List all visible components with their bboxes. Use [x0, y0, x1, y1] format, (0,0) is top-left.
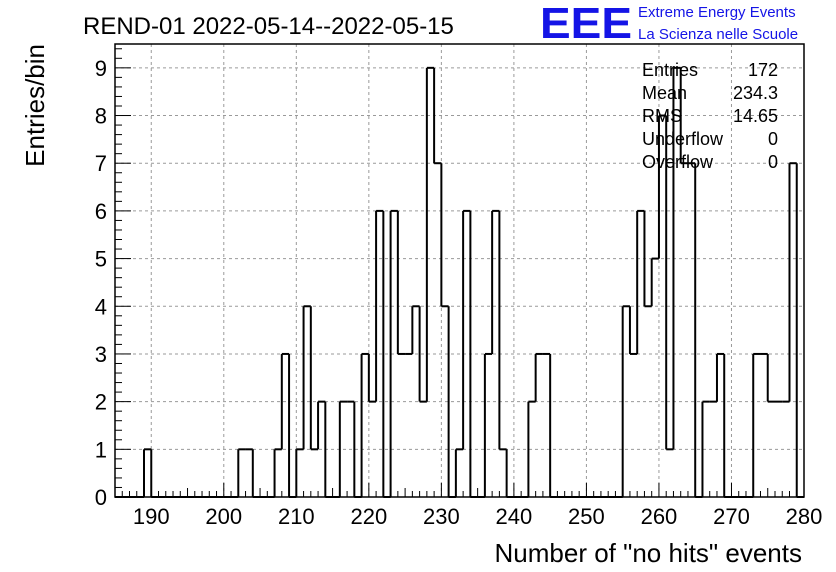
- x-tick-label: 270: [713, 504, 750, 529]
- y-tick-label: 3: [95, 342, 107, 367]
- stat-label-rms: RMS: [642, 106, 682, 126]
- x-tick-label: 240: [496, 504, 533, 529]
- logo-mark: EEE: [540, 0, 632, 48]
- axes: [114, 43, 805, 498]
- plot-frame: [114, 43, 805, 498]
- y-tick-label: 5: [95, 247, 107, 272]
- x-tick-label: 230: [423, 504, 460, 529]
- stat-value-overflow: 0: [768, 152, 778, 172]
- x-tick-label: 280: [786, 504, 823, 529]
- stat-label-entries: Entries: [642, 60, 698, 80]
- histogram-bars: [115, 66, 804, 498]
- logo-line2: La Scienza nelle Scuole: [638, 26, 798, 43]
- y-tick-label: 2: [95, 390, 107, 415]
- eee-logo: EEE Extreme Energy Events La Scienza nel…: [540, 0, 798, 48]
- stat-label-overflow: Overflow: [642, 152, 714, 172]
- y-tick-label: 7: [95, 151, 107, 176]
- y-tick-label: 9: [95, 56, 107, 81]
- stat-value-rms: 14.65: [733, 106, 778, 126]
- stats-box: Entries 172 Mean 234.3 RMS 14.65 Underfl…: [642, 60, 778, 172]
- y-axis-label: Entries/bin: [20, 44, 50, 167]
- x-tick-label: 200: [205, 504, 242, 529]
- y-tick-label: 1: [95, 437, 107, 462]
- y-tick-label: 6: [95, 199, 107, 224]
- x-tick-label: 260: [641, 504, 678, 529]
- logo-line1: Extreme Energy Events: [638, 4, 796, 21]
- stat-value-entries: 172: [748, 60, 778, 80]
- x-tick-label: 190: [133, 504, 170, 529]
- y-tick-label: 0: [95, 485, 107, 510]
- chart-title: REND-01 2022-05-14--2022-05-15: [83, 13, 454, 40]
- tick-labels: 190 200 210 220 230 240 250 260 270 280 0 1 2 3 4 5 6 7 8 9: [95, 56, 823, 529]
- x-tick-label: 220: [350, 504, 387, 529]
- stat-value-mean: 234.3: [733, 83, 778, 103]
- stat-label-underflow: Underflow: [642, 129, 724, 149]
- y-tick-label: 4: [95, 294, 107, 319]
- x-tick-label: 250: [568, 504, 605, 529]
- y-tick-label: 8: [95, 104, 107, 129]
- stat-label-mean: Mean: [642, 83, 687, 103]
- x-axis-label: Number of "no hits" events: [495, 538, 803, 568]
- grid: [115, 44, 804, 497]
- stat-value-underflow: 0: [768, 129, 778, 149]
- x-tick-label: 210: [278, 504, 315, 529]
